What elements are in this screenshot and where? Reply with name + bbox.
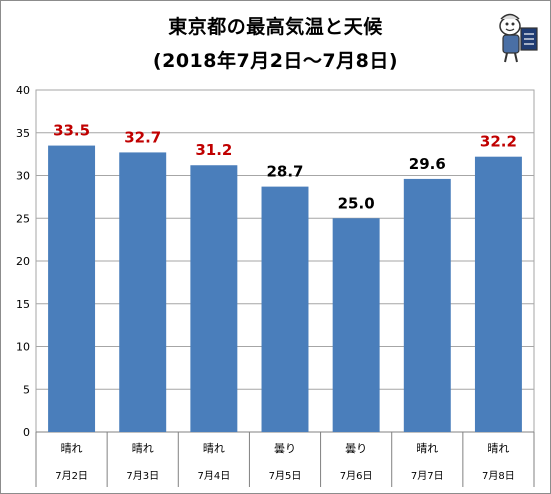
y-tick-label: 35: [16, 127, 30, 140]
y-tick-label: 10: [16, 341, 30, 354]
weather-label: 晴れ: [61, 442, 83, 455]
x-tick-label: 7月8日: [482, 470, 515, 482]
weather-label: 晴れ: [416, 442, 438, 455]
weather-label: 晴れ: [132, 442, 154, 455]
chart-title: 東京都の最高気温と天候: [168, 16, 383, 38]
y-tick-label: 0: [23, 426, 30, 439]
y-tick-label: 30: [16, 170, 30, 183]
data-label: 32.7: [124, 128, 161, 146]
x-tick-label: 7月4日: [197, 470, 230, 482]
data-label: 25.0: [338, 194, 375, 212]
y-tick-label: 20: [16, 255, 30, 268]
data-label: 29.6: [409, 155, 446, 173]
y-tick-label: 40: [16, 84, 30, 97]
y-tick-label: 25: [16, 212, 30, 225]
bar: [119, 152, 167, 433]
data-label: 31.2: [195, 141, 232, 159]
x-tick-label: 7月7日: [411, 470, 444, 482]
y-tick-label: 5: [23, 383, 30, 396]
bar: [190, 165, 238, 433]
data-label: 32.2: [480, 133, 517, 151]
x-tick-label: 7月6日: [340, 470, 373, 482]
data-label: 28.7: [266, 163, 303, 181]
y-tick-label: 15: [16, 298, 30, 311]
chart-subtitle: (2018年7月2日～7月8日): [152, 50, 399, 72]
bar: [403, 178, 451, 432]
bar: [48, 145, 96, 432]
x-tick-label: 7月2日: [55, 470, 88, 482]
bar: [261, 186, 309, 432]
x-tick-label: 7月5日: [269, 470, 302, 482]
x-tick-label: 7月3日: [126, 470, 159, 482]
data-label: 33.5: [53, 122, 90, 140]
weather-label: 曇り: [274, 442, 296, 455]
bar: [332, 218, 380, 432]
bar: [474, 156, 522, 432]
mascot-logo-icon: [499, 13, 538, 63]
weather-label: 曇り: [345, 442, 367, 455]
weather-label: 晴れ: [203, 442, 225, 455]
weather-label: 晴れ: [487, 442, 509, 455]
